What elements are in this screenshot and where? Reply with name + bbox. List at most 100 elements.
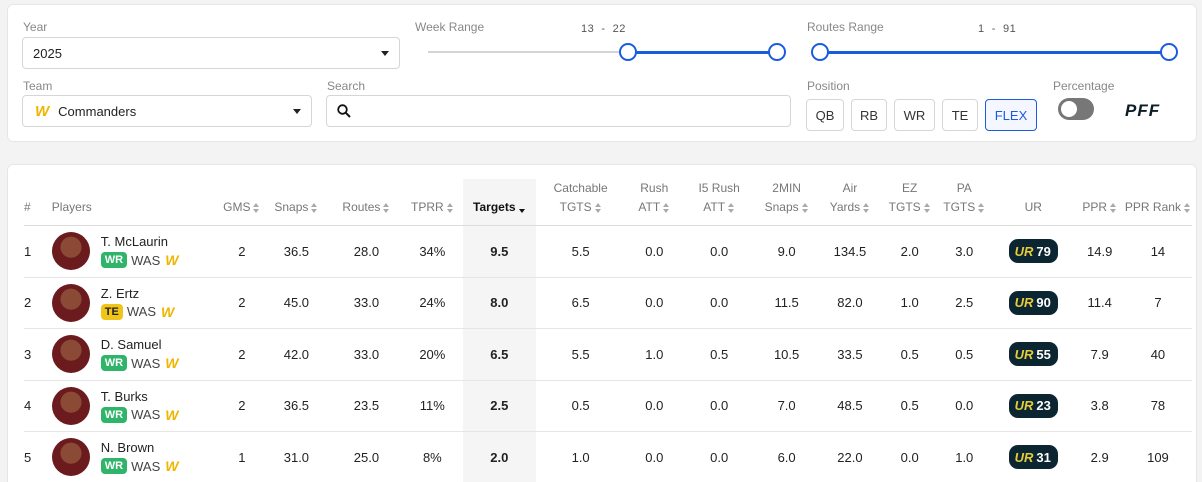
table-header-row: # Players GMS Snaps Routes TPRR Targets … bbox=[24, 179, 1192, 226]
snaps-cell: 36.5 bbox=[261, 225, 331, 278]
col-ppr-header[interactable]: PPR bbox=[1075, 179, 1124, 226]
gms-cell: 1 bbox=[221, 431, 262, 482]
table-row[interactable]: 3 D. Samuel WR WAS W 2 42.0 33.0 20% 6.5 5.5 1.0 0.5… bbox=[24, 328, 1192, 381]
twomin-cell: 7.0 bbox=[755, 380, 819, 432]
col-snaps-header[interactable]: Snaps bbox=[261, 179, 331, 226]
sort-desc-icon bbox=[518, 203, 526, 213]
player-name[interactable]: Z. Ertz bbox=[100, 285, 140, 301]
catchable-cell: 5.5 bbox=[535, 225, 626, 278]
ur-score: 31 bbox=[1036, 449, 1051, 465]
rush-cell: 0.0 bbox=[625, 380, 684, 432]
air-cell: 134.5 bbox=[818, 225, 882, 278]
player-cell[interactable]: Z. Ertz TE WAS W bbox=[51, 277, 222, 329]
table-row[interactable]: 4 T. Burks WR WAS W 2 36.5 23.5 11% 2.5 0.5 0.0 0.0 7… bbox=[24, 380, 1192, 432]
pa-cell: 2.5 bbox=[937, 277, 992, 329]
week-range-track[interactable] bbox=[428, 51, 778, 53]
week-range-start-handle[interactable] bbox=[619, 43, 637, 61]
position-flex-button[interactable]: FLEX bbox=[985, 99, 1037, 131]
team-value: Commanders bbox=[58, 103, 137, 119]
player-stats-table: # Players GMS Snaps Routes TPRR Targets … bbox=[24, 179, 1192, 482]
col-i5-rush-att-header[interactable]: I5 Rush ATT bbox=[683, 179, 756, 226]
table-row[interactable]: 2 Z. Ertz TE WAS W 2 45.0 33.0 24% 8.0 6.5 0.0 0.0 11… bbox=[24, 277, 1192, 329]
tprr-cell: 34% bbox=[401, 225, 463, 278]
team-abbr: WAS bbox=[131, 355, 161, 371]
player-cell[interactable]: D. Samuel WR WAS W bbox=[51, 328, 222, 381]
snaps-cell: 36.5 bbox=[261, 380, 331, 432]
ez-cell: 2.0 bbox=[881, 225, 938, 278]
targets-cell: 2.0 bbox=[462, 431, 536, 482]
player-cell[interactable]: T. McLaurin WR WAS W bbox=[51, 225, 222, 278]
col-targets-header[interactable]: Targets bbox=[462, 179, 536, 226]
search-input[interactable] bbox=[326, 95, 791, 127]
player-cell[interactable]: N. Brown WR WAS W bbox=[51, 431, 222, 482]
chevron-down-icon bbox=[293, 109, 301, 114]
gms-cell: 2 bbox=[221, 225, 262, 278]
twomin-cell: 11.5 bbox=[755, 277, 819, 329]
week-range-value: 13 - 22 bbox=[581, 23, 626, 35]
ez-cell: 1.0 bbox=[881, 277, 938, 329]
week-range-end-handle[interactable] bbox=[768, 43, 786, 61]
percentage-toggle[interactable] bbox=[1058, 98, 1094, 120]
position-qb-button[interactable]: QB bbox=[806, 99, 844, 131]
i5-cell: 0.0 bbox=[683, 431, 756, 482]
player-name[interactable]: T. McLaurin bbox=[100, 234, 168, 250]
routes-cell: 28.0 bbox=[330, 225, 402, 278]
ur-cell: UR 55 bbox=[991, 328, 1076, 381]
player-name[interactable]: T. Burks bbox=[100, 388, 148, 404]
player-avatar bbox=[51, 232, 90, 271]
col-air-yards-header[interactable]: Air Yards bbox=[818, 179, 882, 226]
table-row[interactable]: 1 T. McLaurin WR WAS W 2 36.5 28.0 34% 9.5 5.5 0.0 0… bbox=[24, 225, 1192, 278]
ur-logo-icon: UR bbox=[1014, 243, 1034, 259]
ez-cell: 0.5 bbox=[881, 380, 938, 432]
routes-range-fill[interactable] bbox=[820, 51, 1170, 54]
player-avatar bbox=[51, 386, 90, 425]
ur-logo-icon: UR bbox=[1014, 295, 1034, 311]
routes-cell: 23.5 bbox=[330, 380, 402, 432]
col-gms-header[interactable]: GMS bbox=[221, 179, 262, 226]
col-catchable-header[interactable]: Catchable TGTS bbox=[535, 179, 626, 226]
routes-range-end-handle[interactable] bbox=[1160, 43, 1178, 61]
player-cell[interactable]: T. Burks WR WAS W bbox=[51, 380, 222, 432]
position-badge: WR bbox=[100, 355, 128, 372]
table-row[interactable]: 5 N. Brown WR WAS W 1 31.0 25.0 8% 2.0 1.0 0.0 0.0 6.… bbox=[24, 431, 1192, 482]
rush-cell: 0.0 bbox=[625, 225, 684, 278]
col-ur-header[interactable]: UR bbox=[991, 179, 1076, 226]
sort-icon bbox=[863, 202, 870, 213]
team-select[interactable]: W Commanders bbox=[22, 95, 312, 127]
ppr-cell: 2.9 bbox=[1075, 431, 1124, 482]
position-rb-button[interactable]: RB bbox=[851, 99, 887, 131]
stats-table-panel: # Players GMS Snaps Routes TPRR Targets … bbox=[7, 164, 1197, 482]
ur-logo-icon: UR bbox=[1014, 346, 1034, 362]
targets-cell: 9.5 bbox=[462, 225, 536, 278]
col-rush-att-header[interactable]: Rush ATT bbox=[625, 179, 684, 226]
col-ez-tgts-header[interactable]: EZ TGTS bbox=[881, 179, 938, 226]
player-name[interactable]: D. Samuel bbox=[100, 337, 162, 353]
col-ppr-rank-header[interactable]: PPR Rank bbox=[1123, 179, 1192, 226]
gms-cell: 2 bbox=[221, 328, 262, 381]
rank-cell: 4 bbox=[24, 380, 52, 432]
year-label: Year bbox=[23, 20, 48, 34]
col-pa-tgts-header[interactable]: PA TGTS bbox=[937, 179, 992, 226]
routes-range-start-handle[interactable] bbox=[811, 43, 829, 61]
targets-cell: 6.5 bbox=[462, 328, 536, 381]
snaps-cell: 31.0 bbox=[261, 431, 331, 482]
year-select[interactable]: 2025 bbox=[22, 37, 400, 69]
sort-icon bbox=[663, 202, 670, 213]
col-2min-snaps-header[interactable]: 2MIN Snaps bbox=[755, 179, 819, 226]
ur-score: 23 bbox=[1036, 398, 1051, 414]
ppr-rank-cell: 78 bbox=[1123, 380, 1192, 432]
catchable-cell: 0.5 bbox=[535, 380, 626, 432]
position-te-button[interactable]: TE bbox=[942, 99, 978, 131]
col-tprr-header[interactable]: TPRR bbox=[401, 179, 463, 226]
catchable-cell: 6.5 bbox=[535, 277, 626, 329]
sort-icon bbox=[253, 202, 260, 213]
team-abbr: WAS bbox=[131, 407, 161, 423]
year-value: 2025 bbox=[33, 45, 62, 61]
twomin-cell: 10.5 bbox=[755, 328, 819, 381]
position-wr-button[interactable]: WR bbox=[894, 99, 935, 131]
ur-badge: UR 79 bbox=[1008, 239, 1058, 264]
sort-icon bbox=[801, 202, 809, 213]
player-name[interactable]: N. Brown bbox=[100, 440, 155, 456]
col-routes-header[interactable]: Routes bbox=[330, 179, 402, 226]
chevron-down-icon bbox=[381, 51, 389, 56]
